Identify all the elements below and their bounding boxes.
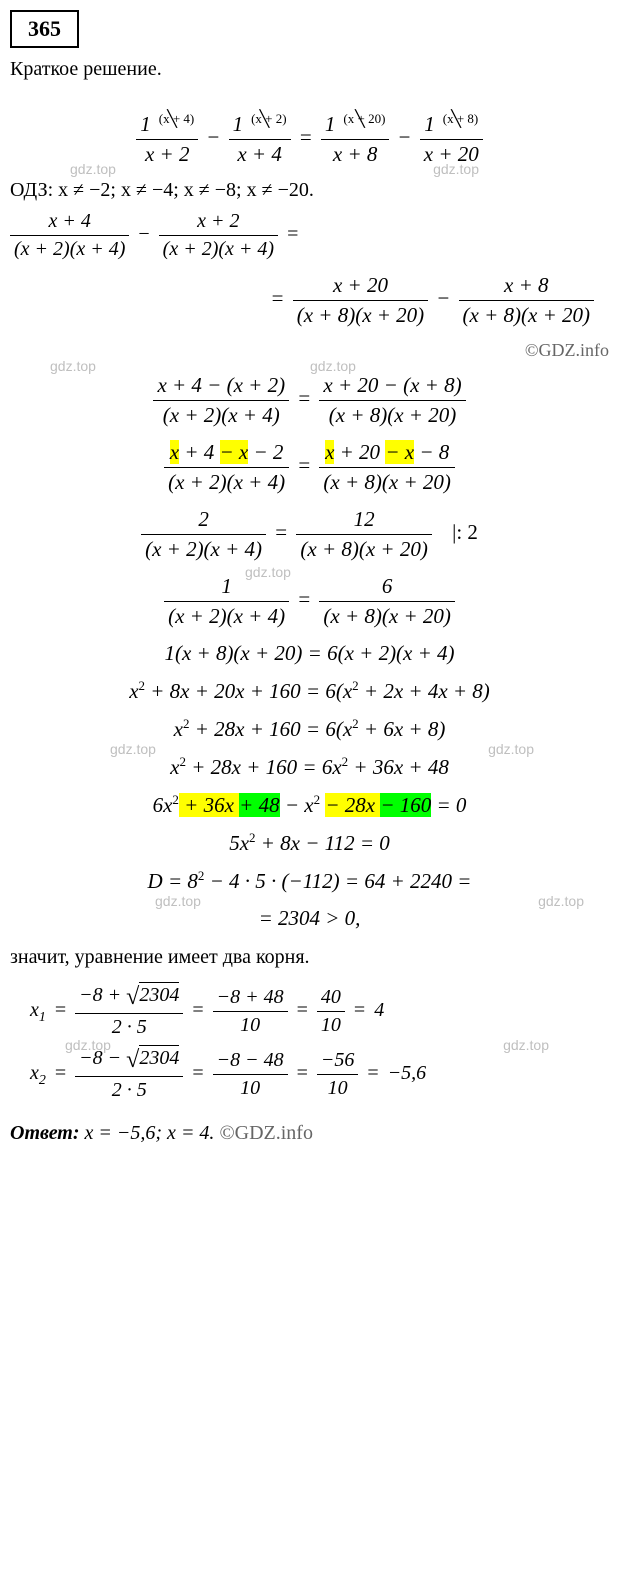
watermark: gdz.top [70, 161, 116, 177]
problem-number: 365 [10, 10, 79, 48]
equation-9: x2 + 28x + 160 = 6(x2 + 6x + 8) gdz.top … [10, 716, 609, 742]
answer-line: Ответ: x = −5,6; x = 4. ©GDZ.info [10, 1122, 609, 1145]
equation-5: 2(x + 2)(x + 4) = 12(x + 8)(x + 20) |: 2 [10, 507, 609, 562]
equation-13b: = 2304 > 0, [10, 906, 609, 931]
equation-8: x2 + 8x + 20x + 160 = 6(x2 + 2x + 4x + 8… [10, 678, 609, 704]
odz-line: ОДЗ: x ≠ −2; x ≠ −4; x ≠ −8; x ≠ −20. [10, 179, 609, 202]
equation-1: 1╲(x + 4)x + 2 − 1╲(x + 2)x + 4 = 1╲(x +… [10, 111, 609, 167]
equation-13: D = 82 − 4 · 5 · (−112) = 64 + 2240 = gd… [10, 868, 609, 894]
conclusion-text: значит, уравнение имеет два корня. [10, 946, 609, 969]
equation-6: gdz.top 1(x + 2)(x + 4) = 6(x + 8)(x + 2… [10, 574, 609, 629]
equation-4: x + 4 − x − 2 (x + 2)(x + 4) = x + 20 − … [10, 440, 609, 495]
watermark: gdz.top [433, 161, 479, 177]
x1-solution: x1 = −8 + √23042 · 5 = −8 + 4810 = 4010 … [30, 984, 609, 1039]
x2-solution: gdz.top gdz.top x2 = −8 − √23042 · 5 = −… [30, 1047, 609, 1102]
equation-2b: = x + 20(x + 8)(x + 20) − x + 8(x + 8)(x… [10, 273, 609, 328]
equation-10: x2 + 28x + 160 = 6x2 + 36x + 48 [10, 754, 609, 780]
equation-2: x + 4(x + 2)(x + 4) − x + 2(x + 2)(x + 4… [10, 210, 609, 261]
equation-7: 1(x + 8)(x + 20) = 6(x + 2)(x + 4) [10, 641, 609, 666]
subtitle: Краткое решение. [10, 58, 609, 81]
equation-3: gdz.top gdz.top x + 4 − (x + 2)(x + 2)(x… [10, 373, 609, 428]
equation-11: 6x2 + 36x + 48 − x2 − 28x − 160 = 0 [10, 792, 609, 818]
equation-12: 5x2 + 8x − 112 = 0 [10, 830, 609, 856]
